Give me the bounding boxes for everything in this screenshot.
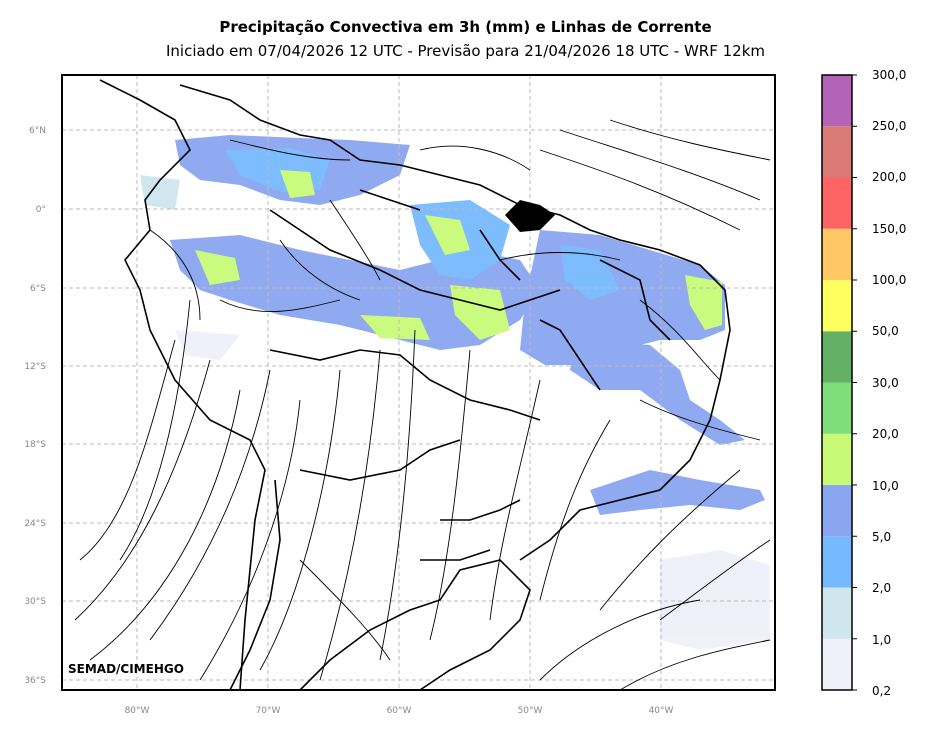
colorbar-segment xyxy=(822,382,852,434)
latitude-labels: 6°N 0° 6°S 12°S 18°S 24°S 30°S 36°S xyxy=(24,126,46,686)
colorbar-label: 2,0 xyxy=(872,581,891,595)
lon-label: 60°W xyxy=(387,706,412,716)
colorbar-segment xyxy=(822,280,852,332)
colorbar-label: 30,0 xyxy=(872,376,899,390)
lat-label: 0° xyxy=(36,205,46,215)
colorbar-segment xyxy=(822,485,852,537)
colorbar-segment xyxy=(822,126,852,178)
map-title: Precipitação Convectiva em 3h (mm) e Lin… xyxy=(219,18,712,36)
colorbar-segment xyxy=(822,331,852,383)
colorbar-label: 200,0 xyxy=(872,170,906,184)
colorbar-segment xyxy=(822,177,852,229)
colorbar-segment xyxy=(822,75,852,127)
colorbar-segment xyxy=(822,228,852,280)
credit-label: SEMAD/CIMEHGO xyxy=(68,662,184,676)
colorbar-segment xyxy=(822,638,852,690)
colorbar-label: 100,0 xyxy=(872,273,906,287)
lat-label: 30°S xyxy=(24,597,46,607)
map-frame xyxy=(61,74,776,691)
colorbar-label: 5,0 xyxy=(872,530,891,544)
colorbar-frame xyxy=(821,74,853,691)
colorbar-label: 20,0 xyxy=(872,427,899,441)
lon-label: 70°W xyxy=(256,706,281,716)
colorbar-label: 10,0 xyxy=(872,479,899,493)
lat-label: 6°N xyxy=(29,126,46,136)
colorbar xyxy=(821,74,857,691)
streamlines xyxy=(74,119,771,691)
colorbar-label: 50,0 xyxy=(872,324,899,338)
lat-label: 18°S xyxy=(24,440,46,450)
colorbar-label: 300,0 xyxy=(872,68,906,82)
lat-label: 12°S xyxy=(24,362,46,372)
lon-label: 50°W xyxy=(518,706,543,716)
colorbar-segment xyxy=(822,433,852,485)
lon-label: 40°W xyxy=(649,706,674,716)
colorbar-segment xyxy=(822,587,852,639)
coastline-borders xyxy=(99,79,731,691)
colorbar-labels: 0,2 1,0 2,0 5,0 10,0 20,0 30,0 50,0 100,… xyxy=(872,68,906,698)
colorbar-label: 150,0 xyxy=(872,222,906,236)
lat-label: 36°S xyxy=(24,676,46,686)
lon-label: 80°W xyxy=(125,706,150,716)
marajo-island xyxy=(505,200,555,232)
colorbar-segment xyxy=(822,536,852,588)
colorbar-label: 250,0 xyxy=(872,119,906,133)
lat-label: 24°S xyxy=(24,519,46,529)
lat-label: 6°S xyxy=(30,284,46,294)
colorbar-label: 1,0 xyxy=(872,633,891,647)
grid-lines xyxy=(62,75,775,690)
colorbar-label: 0,2 xyxy=(872,684,891,698)
precipitation-field xyxy=(140,135,770,650)
map-subtitle: Iniciado em 07/04/2026 12 UTC - Previsão… xyxy=(165,42,766,60)
longitude-labels: 80°W 70°W 60°W 50°W 40°W xyxy=(125,706,674,716)
